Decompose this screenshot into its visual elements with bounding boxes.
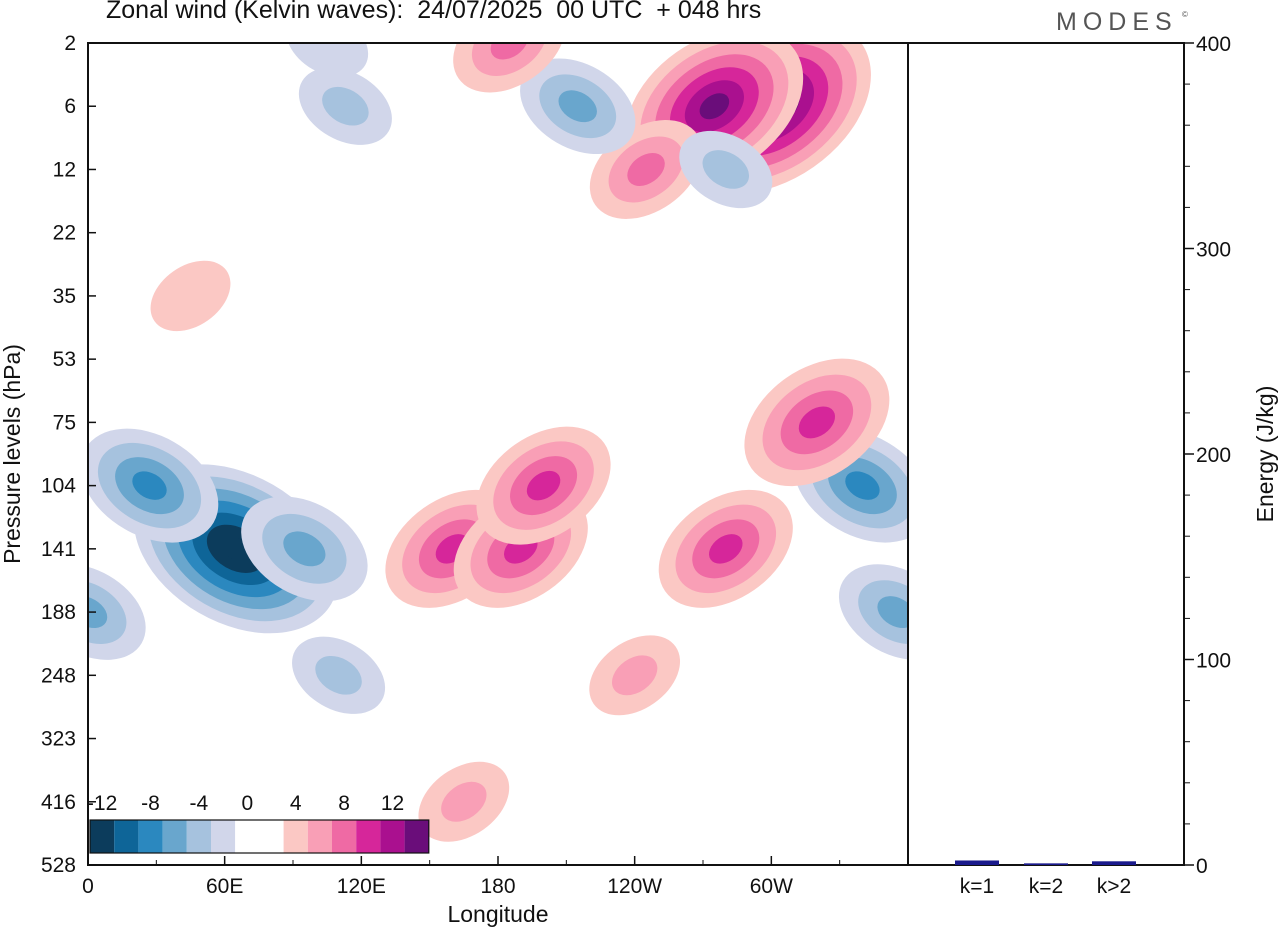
contour-band <box>798 406 836 439</box>
colorbar-swatch <box>211 820 236 853</box>
contour-band <box>441 781 487 822</box>
y-tick-label: 53 <box>53 348 76 371</box>
wind-anomaly-17 <box>298 67 392 145</box>
x-tick-label: 180 <box>480 875 515 898</box>
energy-category-label: k=2 <box>1029 875 1063 898</box>
colorbar-tick-label: 8 <box>338 792 350 815</box>
colorbar-swatch <box>283 820 308 853</box>
colorbar-tick-label: 12 <box>381 792 404 815</box>
y-tick-label: 528 <box>41 854 76 877</box>
wind-anomaly-1 <box>88 428 219 543</box>
colorbar-swatch <box>114 820 139 853</box>
colorbar-swatch <box>235 820 260 853</box>
contour-band <box>702 150 750 189</box>
colorbar-tick-label: -12 <box>87 792 117 815</box>
colorbar-swatch <box>404 820 429 853</box>
contour-band <box>150 260 231 332</box>
y-tick-label: 75 <box>53 411 76 434</box>
y-tick-label: 104 <box>41 475 76 498</box>
wind-anomaly-10 <box>658 489 793 608</box>
contour-band <box>611 655 658 696</box>
colorbar-swatch <box>138 820 163 853</box>
x-axis-title: Longitude <box>447 901 548 927</box>
wind-anomaly-18 <box>286 43 369 78</box>
y-axis-title: Pressure levels (hPa) <box>0 344 25 564</box>
energy-category-label: k=1 <box>960 875 994 898</box>
energy-bar <box>1092 861 1136 865</box>
colorbar-swatch <box>162 820 187 853</box>
contour-band <box>283 531 326 567</box>
wind-anomaly-20 <box>150 260 231 332</box>
wind-anomaly-13 <box>625 43 804 185</box>
y-tick-label: 22 <box>53 222 76 245</box>
contour-band <box>877 596 908 629</box>
x-tick-label: 60E <box>206 875 243 898</box>
chart-title: Zonal wind (Kelvin waves): 24/07/2025 00… <box>106 0 762 24</box>
contour-band <box>709 534 743 564</box>
y-tick-label: 188 <box>41 601 76 624</box>
contour-band <box>526 470 561 501</box>
y-tick-label: 416 <box>41 791 76 814</box>
energy-category-label: k>2 <box>1097 875 1131 898</box>
wind-anomaly-11 <box>744 358 890 487</box>
energy-tick-label: 100 <box>1196 650 1231 673</box>
contour-band <box>699 93 730 120</box>
contour-band <box>558 90 597 123</box>
colorbar-tick-label: -4 <box>190 792 209 815</box>
energy-tick-label: 400 <box>1196 33 1231 56</box>
wind-anomaly-5 <box>838 564 908 660</box>
y-tick-label: 323 <box>41 728 76 751</box>
wind-anomaly-3 <box>292 636 386 714</box>
colorbar-tick-label: 4 <box>290 792 302 815</box>
wind-anomaly-2 <box>241 496 368 602</box>
brand-copyright-mark: © <box>1182 10 1188 19</box>
x-tick-label: 60W <box>750 875 793 898</box>
y-tick-label: 2 <box>64 32 76 55</box>
colorbar-tick-label: -8 <box>141 792 160 815</box>
x-tick-label: 0 <box>82 875 94 898</box>
contour-band <box>132 471 167 500</box>
energy-plot-border <box>907 42 1185 866</box>
energy-tick-label: 200 <box>1196 444 1231 467</box>
colorbar-swatch <box>332 820 357 853</box>
colorbar-swatch <box>259 820 284 853</box>
energy-tick-label: 300 <box>1196 239 1231 262</box>
y-tick-label: 141 <box>41 538 76 561</box>
colorbar-swatch <box>380 820 405 853</box>
colorbar-swatch <box>186 820 211 853</box>
colorbar-tick-label: 0 <box>241 792 253 815</box>
contour-band <box>845 471 880 500</box>
energy-axis-title: Energy (J/kg) <box>1252 386 1278 523</box>
energy-bar <box>1024 863 1068 865</box>
wind-anomaly-9 <box>476 426 611 545</box>
colorbar-outline <box>89 819 430 854</box>
contour-band <box>490 43 529 60</box>
colorbar-swatch <box>307 820 332 853</box>
y-tick-label: 35 <box>53 285 76 308</box>
brand-logo: MODES <box>1056 8 1178 36</box>
energy-tick-label: 0 <box>1196 855 1208 878</box>
contour-band <box>322 86 369 126</box>
energy-bar <box>955 860 999 865</box>
contour-field <box>88 43 908 842</box>
wind-anomaly-16 <box>679 130 773 209</box>
energy-bars: 0 100 200 300 400 Energy (J/kg) k=1 k=2 k>2 <box>955 33 1278 898</box>
y-tick-label: 6 <box>64 95 76 118</box>
wind-anomaly-22 <box>589 635 681 716</box>
contour-band <box>315 655 362 695</box>
y-tick-label: 12 <box>53 158 76 181</box>
x-tick-label: 120E <box>337 875 386 898</box>
y-tick-label: 248 <box>41 664 76 687</box>
colorbar: -12 -8 -4 0 4 8 12 <box>87 792 430 854</box>
contour-band <box>627 152 665 186</box>
wind-anomaly-21 <box>418 761 510 842</box>
wind-anomaly-15 <box>520 58 636 155</box>
colorbar-swatch <box>90 820 115 853</box>
wind-anomaly-6 <box>793 428 908 543</box>
x-tick-label: 120W <box>607 875 662 898</box>
contour-band <box>286 43 369 78</box>
axes: 2 6 12 22 35 53 75 104 141 188 248 323 416 528 Pressur… <box>0 32 841 927</box>
colorbar-swatch <box>356 820 381 853</box>
